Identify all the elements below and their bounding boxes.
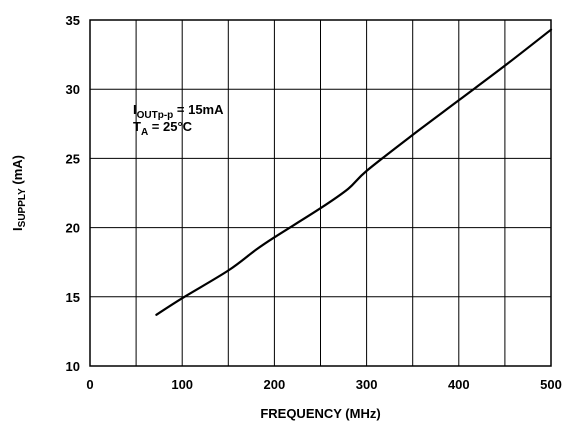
annotation-output-current: IOUTp-p = 15mA xyxy=(133,102,224,121)
y-axis-label: ISUPPLY (mA) xyxy=(10,155,28,231)
plot-frame xyxy=(89,19,552,367)
y-axis-label-unit: (mA) xyxy=(10,155,25,188)
x-tick-label: 200 xyxy=(264,377,286,392)
y-tick-label: 25 xyxy=(66,151,80,166)
series-layer xyxy=(155,28,553,316)
annotation-output-current-subscript: OUTp-p xyxy=(137,110,174,121)
x-axis-label: FREQUENCY (MHz) xyxy=(260,406,380,421)
y-tick-label: 30 xyxy=(66,82,80,97)
x-tick-label: 400 xyxy=(448,377,470,392)
annotation-output-current-value: = 15mA xyxy=(173,102,224,117)
annotation-output-current-main: I xyxy=(133,102,137,117)
y-tick-label: 20 xyxy=(66,221,80,236)
x-tick-label: 100 xyxy=(171,377,193,392)
x-tick-label: 300 xyxy=(356,377,378,392)
x-tick-labels: 0 100 200 300 400 500 xyxy=(86,377,561,392)
annotation-temperature: TA = 25°C xyxy=(133,119,193,138)
x-tick-label: 0 xyxy=(86,377,93,392)
annotation-temperature-value: = 25°C xyxy=(148,119,192,134)
x-tick-label: 500 xyxy=(540,377,562,392)
series-line-0 xyxy=(155,28,553,316)
annotation-temperature-subscript: A xyxy=(141,127,148,138)
annotation-temperature-main: T xyxy=(133,119,141,134)
y-tick-label: 10 xyxy=(66,359,80,374)
y-axis-label-main: I xyxy=(10,227,25,231)
y-tick-label: 35 xyxy=(66,13,80,28)
y-axis-label-subscript: SUPPLY xyxy=(17,188,28,227)
y-tick-label: 15 xyxy=(66,290,80,305)
y-tick-labels: 10 15 20 25 30 35 xyxy=(66,13,80,374)
